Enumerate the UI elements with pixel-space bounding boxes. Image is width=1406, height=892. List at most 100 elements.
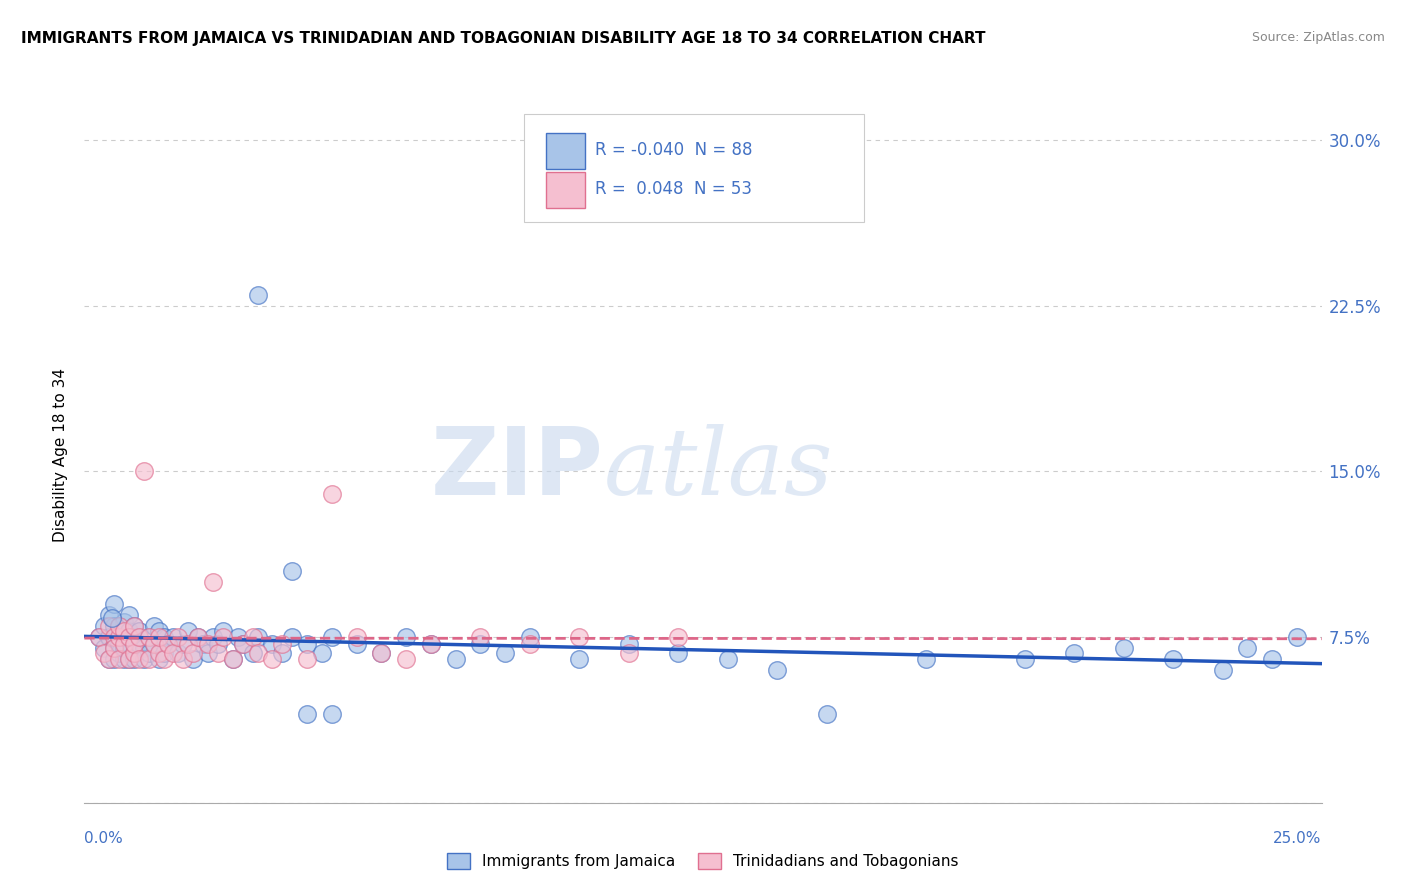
Text: R =  0.048  N = 53: R = 0.048 N = 53 [595,180,752,198]
Text: Source: ZipAtlas.com: Source: ZipAtlas.com [1251,31,1385,45]
Point [142,637,165,651]
Point [108,619,131,633]
Point [148,624,170,638]
Point [197,637,219,651]
Point [89,630,111,644]
Legend: Immigrants from Jamaica, Trinidadians and Tobagonians: Immigrants from Jamaica, Trinidadians an… [441,847,965,875]
Point [118,630,141,644]
Point [246,287,269,301]
Point [262,652,284,666]
Point [191,637,214,651]
Point [132,465,155,479]
Point [112,652,135,666]
Point [1014,652,1036,666]
Point [717,652,740,666]
Point [167,630,190,644]
Point [148,652,170,666]
Point [157,637,180,651]
Point [271,646,294,660]
Point [494,646,516,660]
Point [815,707,838,722]
Point [207,646,229,660]
Point [419,637,441,651]
Point [1261,652,1284,666]
Point [128,637,150,651]
Point [172,652,194,666]
Point [197,646,219,660]
Point [232,637,254,651]
Point [281,630,304,644]
Point [132,652,155,666]
Point [152,646,174,660]
Point [311,646,333,660]
Point [187,630,209,644]
Point [142,637,165,651]
Point [1112,641,1135,656]
Point [118,630,141,644]
Point [122,630,145,644]
Point [271,637,294,651]
Point [162,630,184,644]
Point [470,630,492,644]
Point [181,652,204,666]
Point [103,597,125,611]
Point [207,637,229,651]
Point [128,652,150,666]
Point [181,646,204,660]
Point [138,630,160,644]
Point [118,652,141,666]
Y-axis label: Disability Age 18 to 34: Disability Age 18 to 34 [53,368,69,542]
Point [177,637,200,651]
Point [242,646,264,660]
Point [226,630,249,644]
Point [568,630,591,644]
Point [93,646,115,660]
Point [152,652,174,666]
Text: ZIP: ZIP [432,423,605,515]
Point [202,630,225,644]
Point [112,641,135,656]
Point [122,646,145,660]
Point [98,619,121,633]
Point [157,637,180,651]
Point [112,615,135,629]
Point [152,630,174,644]
Point [262,637,284,651]
Point [98,608,121,623]
Text: R = -0.040  N = 88: R = -0.040 N = 88 [595,141,752,159]
Point [370,646,392,660]
Point [112,624,135,638]
Point [1212,663,1234,677]
Point [281,564,304,578]
Point [128,630,150,644]
Point [232,637,254,651]
Point [172,637,194,651]
Point [187,630,209,644]
Point [519,637,541,651]
Point [321,707,343,722]
Point [346,637,368,651]
Point [103,619,125,633]
Point [470,637,492,651]
Point [132,641,155,656]
Point [112,630,135,644]
Point [419,637,441,651]
Point [202,574,225,589]
Point [122,619,145,633]
Point [108,637,131,651]
Point [242,630,264,644]
Point [122,652,145,666]
Point [138,652,160,666]
Point [122,646,145,660]
Point [444,652,467,666]
Point [212,624,235,638]
Point [568,652,591,666]
Point [222,652,245,666]
Point [103,641,125,656]
Point [93,641,115,656]
Point [89,630,111,644]
Text: IMMIGRANTS FROM JAMAICA VS TRINIDADIAN AND TOBAGONIAN DISABILITY AGE 18 TO 34 CO: IMMIGRANTS FROM JAMAICA VS TRINIDADIAN A… [21,31,986,46]
Point [617,646,640,660]
Point [1063,646,1085,660]
Point [112,637,135,651]
